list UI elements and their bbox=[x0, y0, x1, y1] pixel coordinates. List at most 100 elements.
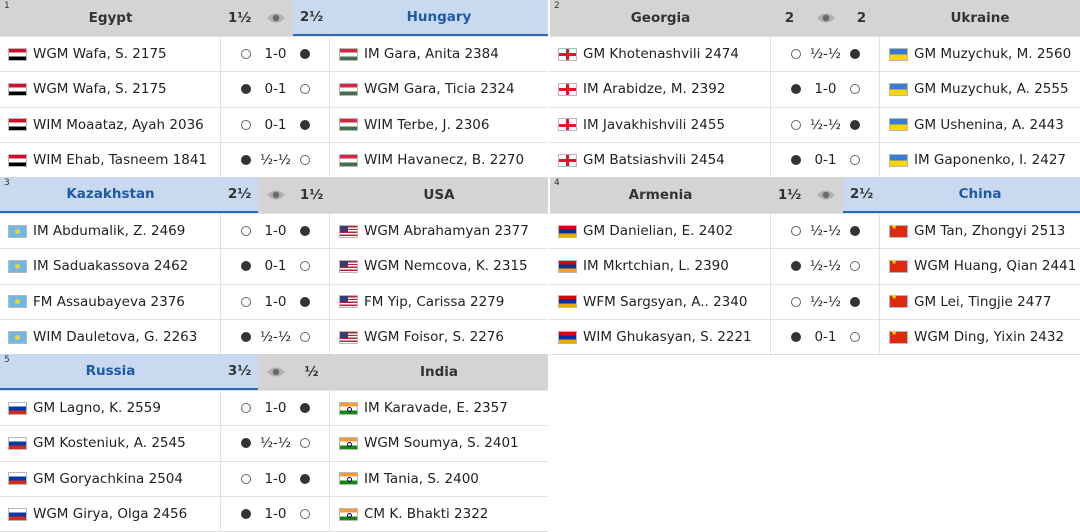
player2[interactable]: GM Muzychuk, M. 2560 bbox=[880, 37, 1080, 71]
player2[interactable]: IM Tania, S. 2400 bbox=[330, 462, 548, 496]
result-score: 0-1 bbox=[814, 152, 837, 169]
player1-name: IM Javakhishvili 2455 bbox=[583, 116, 726, 133]
player1-name: WGM Girya, Olga 2456 bbox=[33, 506, 188, 523]
player2[interactable]: WIM Terbe, J. 2306 bbox=[330, 108, 548, 142]
team1-score: 2 bbox=[784, 10, 795, 26]
egypt-flag-icon bbox=[8, 47, 27, 61]
india-flag-icon bbox=[339, 472, 358, 486]
team2-score: 1½ bbox=[299, 187, 324, 203]
player2[interactable]: GM Tan, Zhongyi 2513 bbox=[880, 214, 1080, 248]
player1[interactable]: WIM Moaataz, Ayah 2036 bbox=[0, 107, 221, 142]
usa-flag-icon bbox=[339, 224, 358, 238]
team2-name[interactable]: India bbox=[419, 364, 459, 380]
player1[interactable]: WIM Ghukasyan, S. 2221 bbox=[550, 319, 771, 355]
team2-name[interactable]: Ukraine bbox=[950, 10, 1010, 26]
team1-score: 1½ bbox=[777, 187, 802, 203]
team1-name[interactable]: Egypt bbox=[88, 10, 133, 26]
white-piece-icon bbox=[300, 84, 310, 95]
board-result: 1-0 bbox=[221, 461, 330, 496]
player2[interactable]: WGM Foisor, S. 2276 bbox=[330, 320, 548, 354]
board-row: GM Kosteniuk, A. 2545 ½-½ WGM Soumya, S.… bbox=[0, 425, 548, 461]
player1[interactable]: WGM Wafa, S. 2175 bbox=[0, 37, 221, 72]
board-result: 0-1 bbox=[221, 249, 330, 284]
match-header: 3 Kazakhstan 2½ 1½ USA bbox=[0, 177, 548, 213]
player2-name: IM Gara, Anita 2384 bbox=[364, 46, 499, 63]
player2[interactable]: IM Karavade, E. 2357 bbox=[330, 391, 548, 425]
board-row: GM Goryachkina 2504 1-0 IM Tania, S. 240… bbox=[0, 460, 548, 496]
board-result: ½-½ bbox=[771, 37, 880, 72]
player2[interactable]: CM K. Bhakti 2322 bbox=[330, 497, 548, 531]
player2[interactable]: GM Muzychuk, A. 2555 bbox=[880, 72, 1080, 106]
board-result: ½-½ bbox=[771, 249, 880, 284]
player2-name: IM Karavade, E. 2357 bbox=[364, 400, 508, 417]
player1[interactable]: IM Javakhishvili 2455 bbox=[550, 107, 771, 142]
player2[interactable]: WGM Gara, Ticia 2324 bbox=[330, 72, 548, 106]
match-number: 1 bbox=[4, 1, 10, 11]
team2-name[interactable]: USA bbox=[423, 187, 455, 203]
player2[interactable]: GM Lei, Tingjie 2477 bbox=[880, 285, 1080, 319]
kazakhstan-flag-icon bbox=[8, 259, 27, 273]
player1[interactable]: WIM Ehab, Tasneem 1841 bbox=[0, 142, 221, 178]
board-result: 1-0 bbox=[221, 284, 330, 319]
eye-icon[interactable] bbox=[258, 354, 293, 390]
player1[interactable]: GM Batsiashvili 2454 bbox=[550, 142, 771, 178]
team1-name[interactable]: Armenia bbox=[628, 187, 693, 203]
player2-name: WIM Havanecz, B. 2270 bbox=[364, 152, 525, 169]
player1[interactable]: GM Khotenashvili 2474 bbox=[550, 37, 771, 72]
black-piece-icon bbox=[300, 226, 310, 237]
board-result: 0-1 bbox=[771, 319, 880, 355]
eye-icon[interactable] bbox=[808, 177, 843, 213]
player2[interactable]: GM Ushenina, A. 2443 bbox=[880, 108, 1080, 142]
egypt-flag-icon bbox=[8, 118, 27, 132]
player2[interactable]: WIM Havanecz, B. 2270 bbox=[330, 143, 548, 177]
team2-name[interactable]: China bbox=[880, 177, 1080, 213]
player2-name: IM Gaponenko, I. 2427 bbox=[914, 152, 1067, 169]
board-row: WGM Girya, Olga 2456 1-0 CM K. Bhakti 23… bbox=[0, 495, 548, 532]
team2-name[interactable]: Hungary bbox=[330, 0, 548, 36]
player1[interactable]: WIM Dauletova, G. 2263 bbox=[0, 319, 221, 355]
white-piece-icon bbox=[241, 296, 251, 307]
player1-name: WIM Moaataz, Ayah 2036 bbox=[33, 116, 204, 133]
player1[interactable]: GM Danielian, E. 2402 bbox=[550, 214, 771, 249]
player2[interactable]: WGM Soumya, S. 2401 bbox=[330, 426, 548, 460]
player2[interactable]: FM Yip, Carissa 2279 bbox=[330, 285, 548, 319]
player1[interactable]: IM Arabidze, M. 2392 bbox=[550, 72, 771, 107]
black-piece-icon bbox=[791, 261, 801, 272]
player2[interactable]: IM Gaponenko, I. 2427 bbox=[880, 143, 1080, 177]
egypt-flag-icon bbox=[8, 153, 27, 167]
eye-icon[interactable] bbox=[258, 0, 293, 36]
white-piece-icon bbox=[850, 332, 860, 343]
match-score: 1½ 2½ bbox=[221, 0, 330, 36]
russia-flag-icon bbox=[8, 401, 27, 415]
player2[interactable]: IM Gara, Anita 2384 bbox=[330, 37, 548, 71]
player1[interactable]: IM Abdumalik, Z. 2469 bbox=[0, 214, 221, 249]
player1[interactable]: IM Mkrtchian, L. 2390 bbox=[550, 249, 771, 284]
player1[interactable]: WFM Sargsyan, A.. 2340 bbox=[550, 284, 771, 319]
board-row: IM Javakhishvili 2455 ½-½ GM Ushenina, A… bbox=[550, 106, 1080, 142]
match-score: 1½ 2½ bbox=[771, 177, 880, 213]
player1[interactable]: FM Assaubayeva 2376 bbox=[0, 284, 221, 319]
player2[interactable]: WGM Ding, Yixin 2432 bbox=[880, 320, 1080, 354]
player1-name: GM Lagno, K. 2559 bbox=[33, 400, 161, 417]
eye-icon[interactable] bbox=[258, 177, 293, 213]
eye-icon[interactable] bbox=[808, 0, 843, 36]
team1-name[interactable]: Georgia bbox=[630, 10, 691, 26]
player2[interactable]: WGM Huang, Qian 2441 bbox=[880, 249, 1080, 283]
hungary-flag-icon bbox=[339, 118, 358, 132]
player1-name: WIM Ehab, Tasneem 1841 bbox=[33, 152, 208, 169]
player1[interactable]: WGM Wafa, S. 2175 bbox=[0, 72, 221, 107]
team1-name[interactable]: Kazakhstan bbox=[0, 177, 221, 213]
board-result: ½-½ bbox=[221, 142, 330, 178]
player2[interactable]: WGM Nemcova, K. 2315 bbox=[330, 249, 548, 283]
player1[interactable]: WGM Girya, Olga 2456 bbox=[0, 496, 221, 532]
player1[interactable]: IM Saduakassova 2462 bbox=[0, 249, 221, 284]
player1[interactable]: GM Goryachkina 2504 bbox=[0, 461, 221, 496]
player1-name: WGM Wafa, S. 2175 bbox=[33, 46, 167, 63]
player2[interactable]: WGM Abrahamyan 2377 bbox=[330, 214, 548, 248]
player1[interactable]: GM Kosteniuk, A. 2545 bbox=[0, 426, 221, 461]
player1[interactable]: GM Lagno, K. 2559 bbox=[0, 391, 221, 426]
team1-name[interactable]: Russia bbox=[0, 354, 221, 390]
team2-score: ½ bbox=[304, 364, 319, 380]
black-piece-icon bbox=[241, 155, 251, 166]
armenia-flag-icon bbox=[558, 295, 577, 309]
